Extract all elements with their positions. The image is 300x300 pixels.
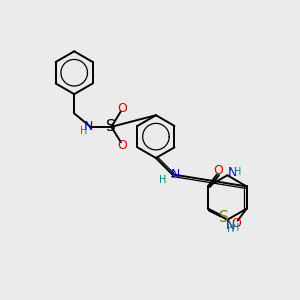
Text: O: O: [117, 139, 127, 152]
Text: N: N: [171, 168, 181, 181]
Text: H: H: [80, 126, 87, 136]
Text: O: O: [213, 164, 223, 178]
Text: S: S: [106, 119, 116, 134]
Text: N: N: [228, 166, 237, 179]
Text: N: N: [226, 219, 236, 232]
Text: S: S: [219, 209, 229, 224]
Text: H: H: [234, 167, 242, 177]
Text: N: N: [83, 120, 93, 133]
Text: O: O: [231, 217, 241, 230]
Text: H: H: [227, 224, 235, 234]
Text: H: H: [232, 223, 240, 233]
Text: H: H: [159, 175, 166, 185]
Text: O: O: [117, 102, 127, 115]
